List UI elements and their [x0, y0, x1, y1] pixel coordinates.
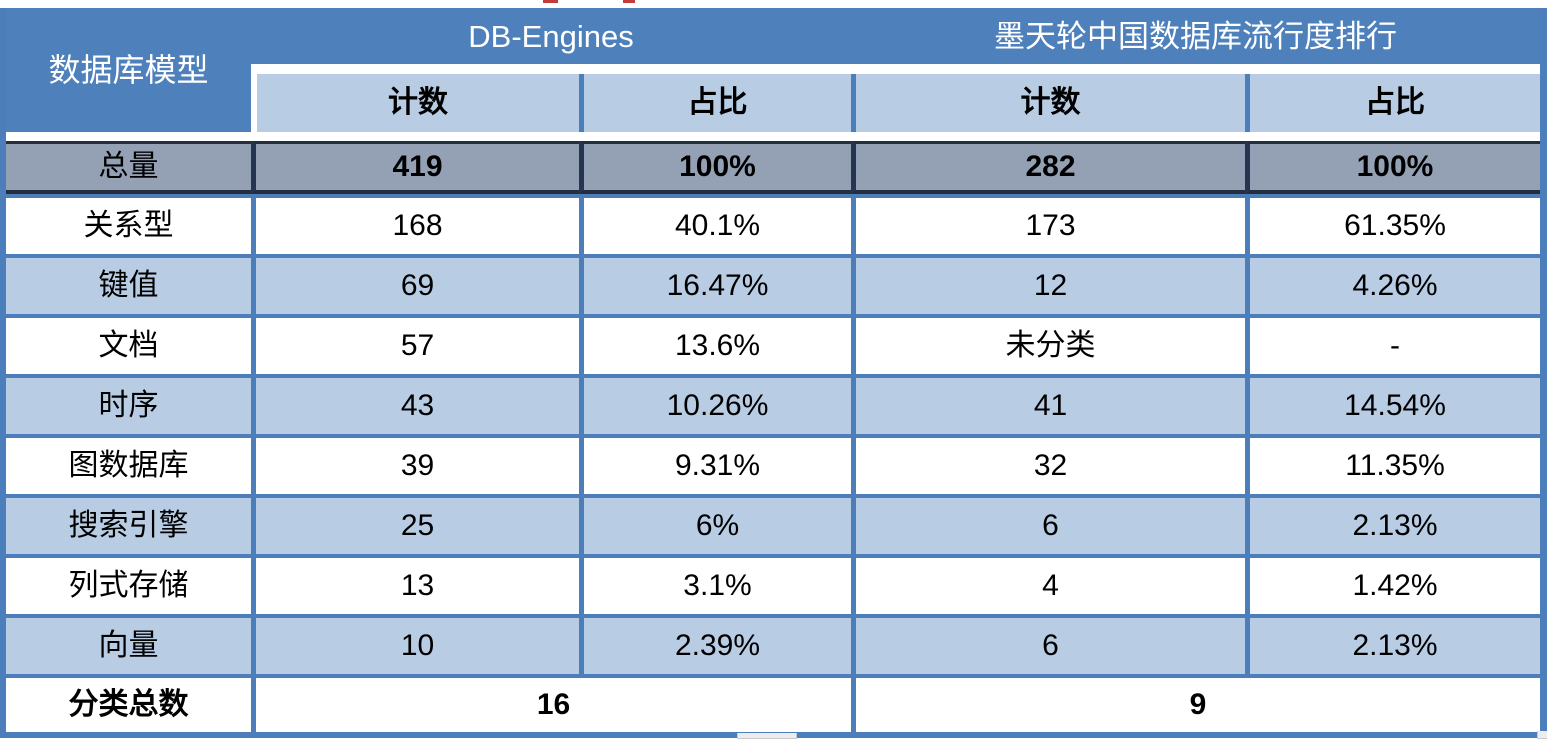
row-value: 13 [251, 554, 579, 614]
corner-header-database-model: 数据库模型 [6, 8, 251, 132]
row-value: - [1245, 314, 1540, 374]
row-value: 2.39% [579, 614, 851, 674]
row-value: 2.13% [1245, 614, 1540, 674]
row-value: 11.35% [1245, 434, 1540, 494]
row-value: 未分类 [851, 314, 1245, 374]
row-label: 键值 [6, 254, 251, 314]
total-db-count: 419 [251, 141, 579, 194]
row-label: 向量 [6, 614, 251, 674]
red-artifact-mark [623, 0, 635, 3]
total-mt-count: 282 [851, 141, 1245, 194]
total-row-label: 总量 [6, 141, 251, 194]
red-artifact-mark [543, 0, 558, 3]
row-value: 168 [251, 194, 579, 254]
row-value: 9.31% [579, 434, 851, 494]
row-value: 1.42% [1245, 554, 1540, 614]
row-value: 40.1% [579, 194, 851, 254]
row-value: 10 [251, 614, 579, 674]
row-value: 6 [851, 614, 1245, 674]
subheader-db-count: 计数 [251, 74, 579, 132]
row-value: 39 [251, 434, 579, 494]
row-value: 173 [851, 194, 1245, 254]
row-value: 43 [251, 374, 579, 434]
row-value: 10.26% [579, 374, 851, 434]
row-label: 时序 [6, 374, 251, 434]
row-label: 关系型 [6, 194, 251, 254]
row-value: 2.13% [1245, 494, 1540, 554]
row-value: 25 [251, 494, 579, 554]
subheader-mt-count: 计数 [851, 74, 1245, 132]
row-value: 6 [851, 494, 1245, 554]
row-value: 69 [251, 254, 579, 314]
row-value: 13.6% [579, 314, 851, 374]
row-value: 4.26% [1245, 254, 1540, 314]
row-label: 搜索引擎 [6, 494, 251, 554]
row-value: 57 [251, 314, 579, 374]
row-value: 6% [579, 494, 851, 554]
row-value: 14.54% [1245, 374, 1540, 434]
subheader-db-share: 占比 [579, 74, 851, 132]
header-gap [6, 132, 1540, 141]
subheader-mt-share: 占比 [1245, 74, 1540, 132]
group-header-db-engines: DB-Engines [251, 8, 851, 64]
footer-row-label: 分类总数 [6, 674, 251, 732]
bottom-edge-artifact [737, 733, 797, 739]
row-value: 4 [851, 554, 1245, 614]
row-value: 12 [851, 254, 1245, 314]
database-model-comparison-table: 数据库模型 DB-Engines 墨天轮中国数据库流行度排行 计数 占比 计数 … [0, 8, 1547, 738]
footer-motianlun-total: 9 [851, 674, 1540, 732]
total-mt-share: 100% [1245, 141, 1540, 194]
row-value: 41 [851, 374, 1245, 434]
header-gap [251, 64, 1540, 74]
row-value: 3.1% [579, 554, 851, 614]
row-value: 61.35% [1245, 194, 1540, 254]
row-label: 图数据库 [6, 434, 251, 494]
footer-db-engines-total: 16 [251, 674, 851, 732]
group-header-motianlun: 墨天轮中国数据库流行度排行 [851, 8, 1540, 64]
row-label: 列式存储 [6, 554, 251, 614]
row-value: 32 [851, 434, 1245, 494]
row-label: 文档 [6, 314, 251, 374]
total-db-share: 100% [579, 141, 851, 194]
row-value: 16.47% [579, 254, 851, 314]
